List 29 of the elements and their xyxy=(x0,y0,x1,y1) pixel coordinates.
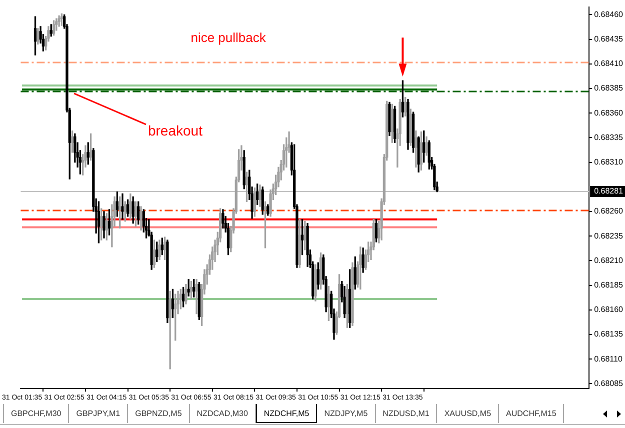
y-tick-label: 0.68385 xyxy=(594,84,624,93)
y-tick-label: 0.68210 xyxy=(594,256,624,265)
y-tick-label: 0.68235 xyxy=(594,231,624,240)
candlestick xyxy=(195,279,198,314)
tab[interactable]: NZDUSD,M1 xyxy=(376,404,438,423)
ref-line-label: 0.68281 xyxy=(594,186,624,196)
tab[interactable]: NZDJPY,M5 xyxy=(317,404,376,423)
tab[interactable]: GBPCHF,M30 xyxy=(3,404,70,423)
annotation: breakout xyxy=(148,122,203,138)
tab[interactable]: XAUUSD,M5 xyxy=(437,404,500,423)
tab[interactable]: NZDCAD,M30 xyxy=(190,404,256,423)
tab[interactable]: GBPNZD,M5 xyxy=(128,404,190,423)
tab[interactable]: NZDCHF,M5 xyxy=(256,404,318,423)
y-tick-label: 0.68360 xyxy=(594,108,624,118)
y-tick-label: 0.68435 xyxy=(594,34,624,44)
y-tick-label: 0.68110 xyxy=(594,354,623,364)
tab[interactable]: AUDCHF,M15 xyxy=(499,404,564,423)
y-tick-label: 0.68310 xyxy=(594,157,624,166)
y-tick-label: 0.68160 xyxy=(594,305,624,314)
y-tick-label: 0.68260 xyxy=(594,206,624,216)
tab[interactable]: GBPJPY,M1 xyxy=(69,404,128,423)
y-tick-label: 0.68085 xyxy=(594,378,624,388)
y-tick-label: 0.68335 xyxy=(594,132,624,142)
y-tick-label: 0.68410 xyxy=(594,59,624,68)
y-tick-label: 0.68460 xyxy=(594,10,624,19)
y-tick-label: 0.68135 xyxy=(594,330,624,339)
annotation: nice pullback xyxy=(190,30,266,46)
y-tick-label: 0.68185 xyxy=(594,280,624,290)
candlestick xyxy=(121,193,124,220)
